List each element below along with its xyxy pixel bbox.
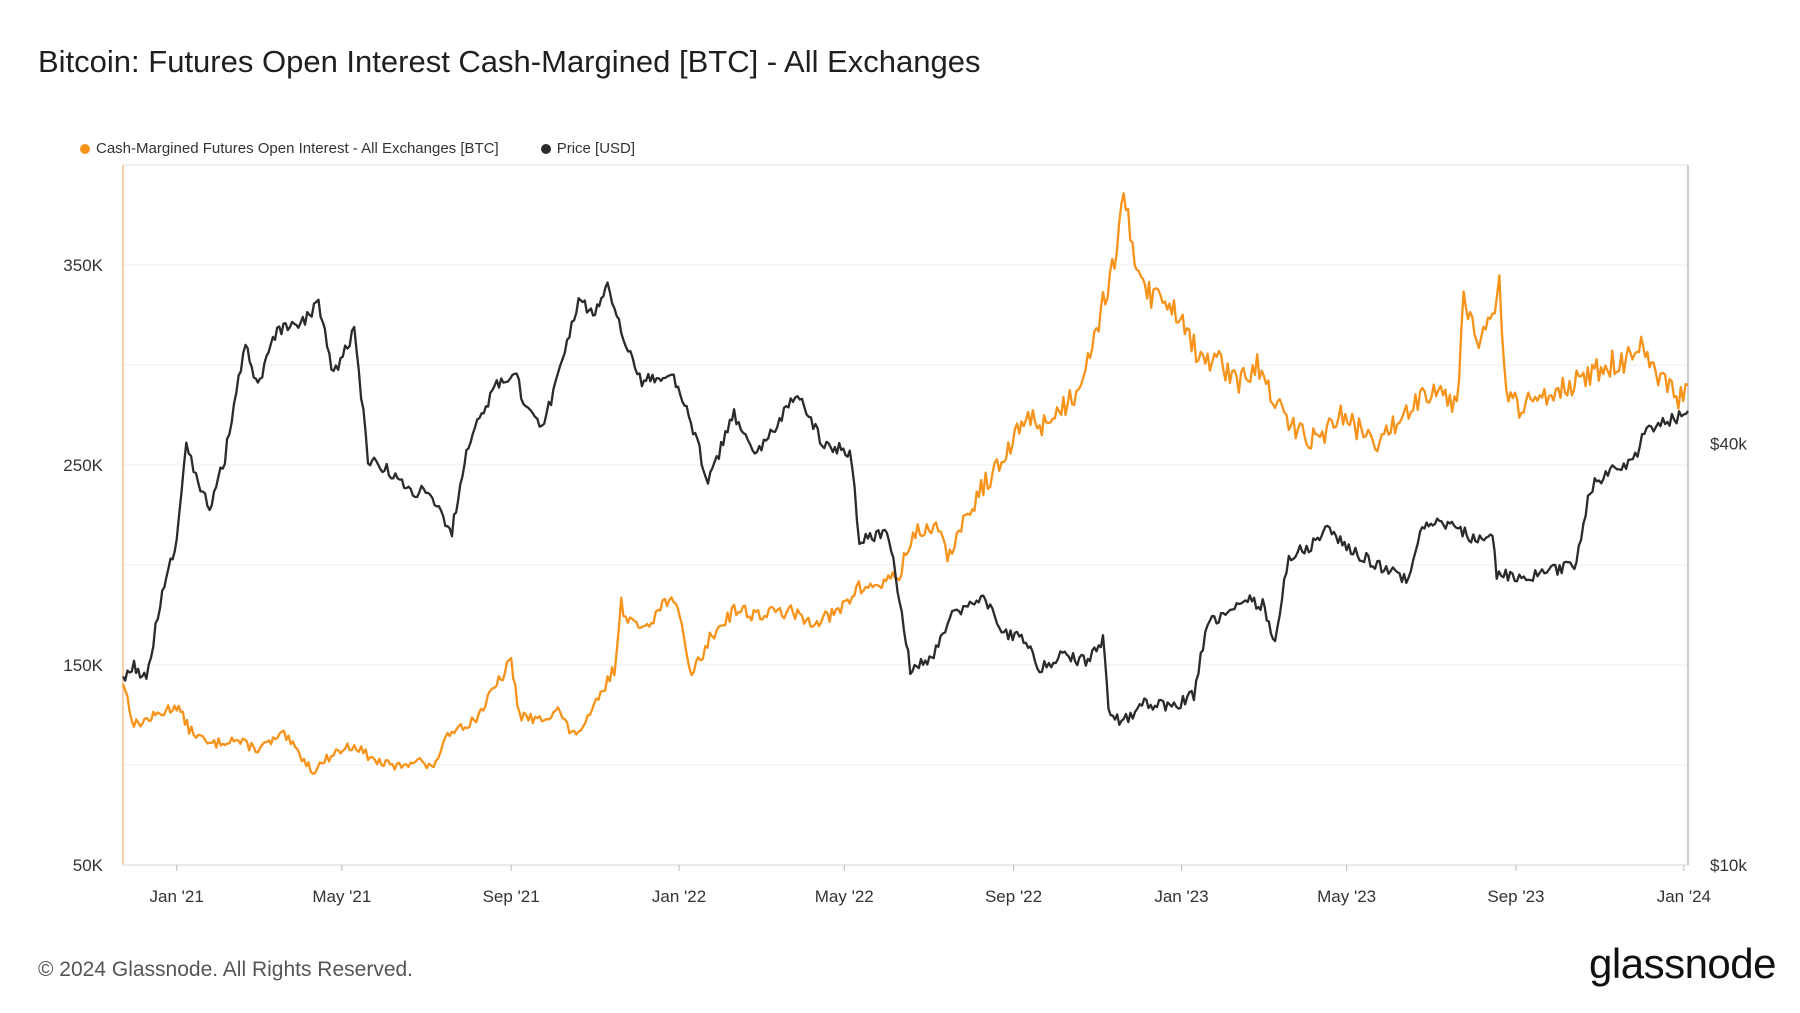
chart-title: Bitcoin: Futures Open Interest Cash-Marg… (38, 44, 981, 79)
y-right-tick-label: $40k (1710, 435, 1747, 454)
y-left-tick-label: 250K (63, 456, 103, 475)
series-layer (121, 192, 1689, 775)
y-left-tick-label: 350K (63, 256, 103, 275)
chart-legend: Cash-Margined Futures Open Interest - Al… (80, 140, 635, 157)
legend-dot-price (540, 143, 551, 154)
x-tick-label: Sep '22 (985, 887, 1042, 906)
copyright-text: © 2024 Glassnode. All Rights Reserved. (38, 958, 414, 981)
y-axis-left: 350K 250K 150K 50K (63, 165, 124, 875)
series-line-open-interest[interactable] (121, 192, 1689, 775)
series-line-price[interactable] (121, 281, 1689, 726)
legend-label-open-interest: Cash-Margined Futures Open Interest - Al… (96, 140, 499, 157)
grid-lines (123, 264, 1688, 766)
x-tick-label: Jan '24 (1657, 887, 1711, 906)
x-axis: Jan '21 May '21 Sep '21 Jan '22 May '22 Sep '… (123, 864, 1711, 906)
x-tick-label: Jan '22 (652, 887, 706, 906)
y-right-tick-label: $10k (1710, 856, 1747, 875)
y-axis-right: $40k $10k (1687, 165, 1747, 875)
x-tick-label: Sep '21 (483, 887, 540, 906)
y-left-tick-label: 150K (63, 656, 103, 675)
x-tick-label: May '22 (815, 887, 874, 906)
y-left-tick-label: 50K (73, 856, 104, 875)
plot-frame (122, 164, 1689, 866)
legend-label-price: Price [USD] (556, 140, 636, 157)
x-tick-label: May '23 (1317, 887, 1376, 906)
legend-dot-open-interest (80, 143, 90, 154)
x-tick-label: Jan '21 (150, 887, 204, 906)
x-tick-label: Jan '23 (1154, 887, 1208, 906)
legend-item-open-interest[interactable]: Cash-Margined Futures Open Interest - Al… (80, 140, 499, 157)
legend-item-price[interactable]: Price [USD] (540, 140, 636, 157)
glassnode-logo: glassnode (1589, 940, 1776, 987)
x-tick-label: Sep '23 (1487, 887, 1544, 906)
x-tick-label: May '21 (312, 887, 371, 906)
